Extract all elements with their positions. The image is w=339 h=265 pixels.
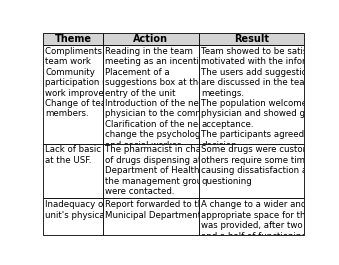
- Text: A change to a wider and more
appropriate space for the care
was provided, after : A change to a wider and more appropriate…: [201, 200, 332, 241]
- Bar: [103, 144, 199, 198]
- Bar: [199, 198, 304, 235]
- Bar: [103, 33, 199, 45]
- Bar: [199, 33, 304, 45]
- Text: Report forwarded to the
Municipal Department.: Report forwarded to the Municipal Depart…: [105, 200, 208, 220]
- Text: Theme: Theme: [55, 34, 92, 44]
- Text: Lack of basic drugs
at the USF.: Lack of basic drugs at the USF.: [45, 145, 129, 165]
- Bar: [43, 33, 103, 45]
- Bar: [103, 45, 199, 144]
- Text: Compliments about
team work
Community
participation in team
work improvement
Cha: Compliments about team work Community pa…: [45, 47, 136, 118]
- Text: Team showed to be satisfied and
motivated with the information
The users add sug: Team showed to be satisfied and motivate…: [201, 47, 339, 150]
- Text: Result: Result: [234, 34, 269, 44]
- Text: Action: Action: [133, 34, 168, 44]
- Bar: [199, 45, 304, 144]
- Text: Inadequacy of the
unit's physical area: Inadequacy of the unit's physical area: [45, 200, 129, 220]
- Bar: [103, 198, 199, 235]
- Text: Some drugs were customized,
others require some time,
causing dissatisfaction an: Some drugs were customized, others requi…: [201, 145, 332, 186]
- Bar: [199, 144, 304, 198]
- Text: The pharmacist in charge
of drugs dispensing at the
Department of Health and
the: The pharmacist in charge of drugs dispen…: [105, 145, 219, 196]
- Bar: [43, 198, 103, 235]
- Bar: [43, 45, 103, 144]
- Text: Reading in the team
meeting as an incentive
Placement of a
suggestions box at th: Reading in the team meeting as an incent…: [105, 47, 227, 150]
- Bar: [43, 144, 103, 198]
